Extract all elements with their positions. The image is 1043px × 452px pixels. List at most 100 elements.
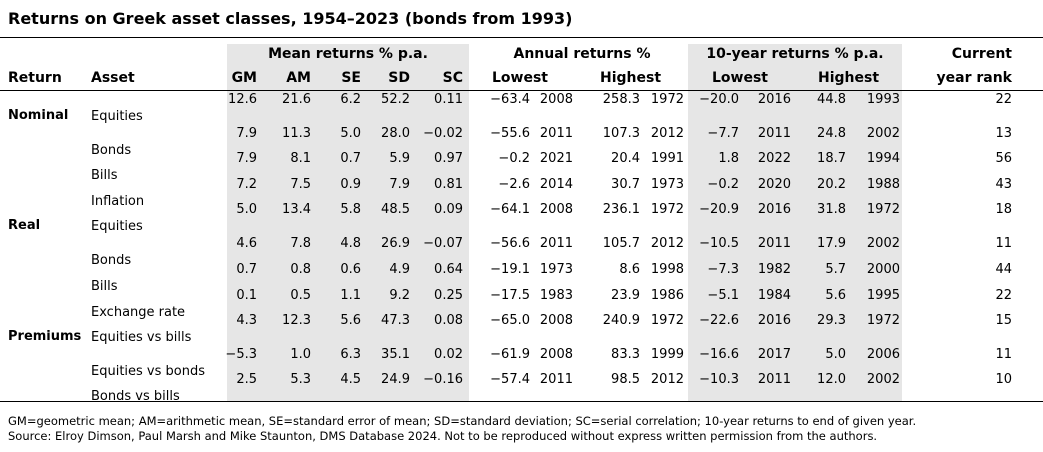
cell-ann-low: −63.4 [490, 92, 530, 107]
cell-ann-low: −61.9 [490, 347, 530, 362]
header-annual-lowest: Lowest [492, 70, 548, 86]
cell-ann-high-yr: 2012 [650, 236, 684, 251]
cell-se: 6.2 [340, 92, 361, 107]
cell-sd: 48.5 [381, 202, 410, 217]
cell-ann-high: 20.4 [611, 151, 640, 166]
header-tenyr-lowest: Lowest [712, 70, 768, 86]
cell-ann-low: −57.4 [490, 372, 530, 387]
cell-sc: 0.81 [434, 177, 463, 192]
header-se: SE [341, 70, 361, 86]
cell-ten-high-yr: 2002 [866, 236, 900, 251]
cell-ann-low-yr: 2008 [539, 202, 573, 217]
cell-ann-high-yr: 1973 [650, 177, 684, 192]
cell-ten-low: −7.3 [707, 262, 739, 277]
cell-am: 1.0 [290, 347, 311, 362]
cell-ten-low: −10.3 [699, 372, 739, 387]
cell-ann-low: −17.5 [490, 288, 530, 303]
cell-ann-high: 105.7 [602, 236, 640, 251]
cell-sd: 26.9 [381, 236, 410, 251]
cell-se: 4.8 [340, 236, 361, 251]
cell-ann-low: −19.1 [490, 262, 530, 277]
header-annual-highest: Highest [600, 70, 662, 86]
cell-ten-low-yr: 2016 [757, 202, 791, 217]
cell-ann-high: 236.1 [602, 202, 640, 217]
cell-ann-high: 258.3 [602, 92, 640, 107]
cell-ann-low-yr: 2011 [539, 236, 573, 251]
footnote-definitions: GM=geometric mean; AM=arithmetic mean, S… [8, 414, 917, 428]
header-gm: GM [231, 70, 257, 86]
cell-rank: 13 [995, 126, 1012, 141]
cell-ten-high: 12.0 [817, 372, 846, 387]
cell-ann-high: 30.7 [611, 177, 640, 192]
header-current-line2: year rank [936, 70, 1012, 86]
cell-ann-high: 107.3 [602, 126, 640, 141]
cell-rank: 56 [995, 151, 1012, 166]
cell-ann-high-yr: 1986 [650, 288, 684, 303]
cell-ten-low-yr: 2011 [757, 236, 791, 251]
cell-ten-low-yr: 2017 [757, 347, 791, 362]
cell-ten-low-yr: 1984 [757, 288, 791, 303]
asset-label: Bonds vs bills [91, 389, 180, 404]
cell-sc: −0.16 [423, 372, 463, 387]
cell-ann-low-yr: 2011 [539, 372, 573, 387]
asset-label: Equities vs bills [91, 330, 192, 345]
asset-label: Bonds [91, 253, 132, 268]
group-label: Real [8, 218, 41, 233]
cell-ann-low: −64.1 [490, 202, 530, 217]
cell-ann-low: −2.6 [498, 177, 530, 192]
cell-sd: 24.9 [381, 372, 410, 387]
cell-ann-high-yr: 1972 [650, 202, 684, 217]
cell-am: 11.3 [282, 126, 311, 141]
cell-sd: 9.2 [389, 288, 410, 303]
cell-am: 8.1 [290, 151, 311, 166]
cell-sd: 5.9 [389, 151, 410, 166]
cell-am: 12.3 [282, 313, 311, 328]
cell-gm: 4.3 [236, 313, 257, 328]
cell-sc: 0.64 [434, 262, 463, 277]
cell-ten-low: −20.0 [699, 92, 739, 107]
cell-sc: −0.07 [423, 236, 463, 251]
cell-ten-low-yr: 2011 [757, 126, 791, 141]
cell-rank: 22 [995, 288, 1012, 303]
cell-se: 5.0 [340, 126, 361, 141]
cell-gm: 7.9 [236, 126, 257, 141]
cell-ann-high-yr: 1991 [650, 151, 684, 166]
cell-ten-low: −10.5 [699, 236, 739, 251]
cell-ten-low: −20.9 [699, 202, 739, 217]
cell-ten-high: 5.0 [825, 347, 846, 362]
cell-ann-low-yr: 2011 [539, 126, 573, 141]
cell-ten-low: −7.7 [707, 126, 739, 141]
cell-ann-high: 8.6 [619, 262, 640, 277]
cell-ten-high: 24.8 [817, 126, 846, 141]
cell-gm: 2.5 [236, 372, 257, 387]
cell-ten-high: 5.7 [825, 262, 846, 277]
cell-gm: 0.7 [236, 262, 257, 277]
cell-ann-low-yr: 1983 [539, 288, 573, 303]
cell-ann-low-yr: 2021 [539, 151, 573, 166]
asset-label: Exchange rate [91, 305, 186, 320]
cell-ten-high-yr: 2002 [866, 372, 900, 387]
header-tenyr-highest: Highest [818, 70, 880, 86]
footnote-source: Source: Elroy Dimson, Paul Marsh and Mik… [8, 429, 878, 443]
cell-rank: 18 [995, 202, 1012, 217]
cell-ten-high-yr: 1972 [866, 313, 900, 328]
cell-sd: 35.1 [381, 347, 410, 362]
cell-am: 0.5 [290, 288, 311, 303]
cell-ann-low-yr: 1973 [539, 262, 573, 277]
cell-am: 7.5 [290, 177, 311, 192]
cell-ten-low-yr: 2020 [757, 177, 791, 192]
cell-am: 0.8 [290, 262, 311, 277]
top-rule [0, 37, 1043, 38]
cell-ann-low-yr: 2008 [539, 347, 573, 362]
cell-rank: 10 [995, 372, 1012, 387]
cell-sc: 0.09 [434, 202, 463, 217]
cell-ten-low: −0.2 [707, 177, 739, 192]
cell-se: 1.1 [340, 288, 361, 303]
header-mean-group: Mean returns % p.a. [268, 46, 428, 62]
asset-label: Inflation [91, 194, 145, 209]
cell-ann-low: −65.0 [490, 313, 530, 328]
cell-rank: 44 [995, 262, 1012, 277]
cell-am: 5.3 [290, 372, 311, 387]
header-asset: Asset [91, 70, 135, 86]
cell-sd: 47.3 [381, 313, 410, 328]
